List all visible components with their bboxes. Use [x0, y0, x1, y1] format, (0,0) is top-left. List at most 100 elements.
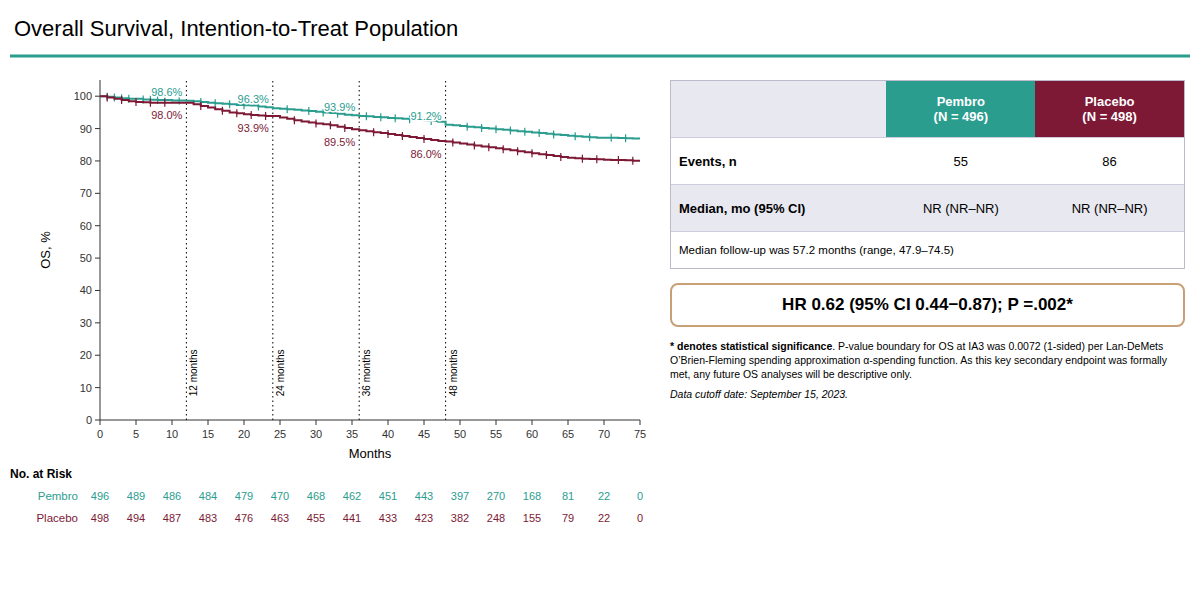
at-risk-count: 468	[307, 490, 325, 502]
survival-annotation: 91.2%	[410, 110, 441, 122]
title: Overall Survival, Intention-to-Treat Pop…	[14, 16, 458, 41]
x-tick-label: 60	[526, 428, 538, 440]
cutoff-note: Data cutoff date: September 15, 2023.	[670, 388, 1185, 400]
x-tick	[280, 420, 281, 425]
censor-mark	[625, 134, 626, 142]
censor-mark	[107, 93, 108, 101]
y-tick	[95, 193, 100, 194]
censor-mark	[395, 114, 396, 122]
at-risk-count: 443	[415, 490, 433, 502]
censor-mark	[596, 155, 597, 163]
x-tick	[532, 420, 533, 425]
column-header-text: (N = 496)	[934, 109, 989, 124]
at-risk-count: 487	[163, 512, 181, 524]
censor-mark	[546, 151, 547, 159]
y-axis	[100, 80, 101, 420]
censor-mark	[200, 102, 201, 110]
survival-curve	[100, 96, 640, 161]
row-label: Median, mo (95% CI)	[671, 185, 886, 231]
at-risk-count: 397	[451, 490, 469, 502]
x-tick-label: 40	[382, 428, 394, 440]
table-row: Median, mo (95% CI)NR (NR–NR)NR (NR–NR)	[671, 184, 1184, 231]
censor-mark	[632, 157, 633, 165]
at-risk-count: 168	[523, 490, 541, 502]
footnote-bold: * denotes statistical significance	[670, 340, 832, 352]
at-risk-count: 79	[562, 512, 574, 524]
y-tick-label: 100	[74, 90, 92, 102]
x-tick-label: 10	[166, 428, 178, 440]
table-note: Median follow-up was 57.2 months (range,…	[671, 232, 1184, 268]
censor-mark	[531, 149, 532, 157]
reference-label: 24 months	[275, 349, 286, 396]
survival-annotation: 93.9%	[324, 101, 355, 113]
y-tick-label: 80	[80, 155, 92, 167]
reference-label: 12 months	[188, 349, 199, 396]
x-tick-label: 30	[310, 428, 322, 440]
plot-area	[100, 80, 640, 420]
censor-mark	[366, 112, 367, 120]
censor-mark	[618, 156, 619, 164]
x-tick	[388, 420, 389, 425]
censor-mark	[344, 124, 345, 132]
at-risk-count: 155	[523, 512, 541, 524]
y-tick-label: 50	[80, 252, 92, 264]
reference-label: 48 months	[448, 349, 459, 396]
table-row: Events, n5586	[671, 137, 1184, 184]
x-tick	[604, 420, 605, 425]
y-tick-label: 20	[80, 349, 92, 361]
x-tick	[100, 420, 101, 425]
x-label: Months	[349, 446, 392, 461]
x-tick	[172, 420, 173, 425]
censor-mark	[560, 153, 561, 161]
x-tick-label: 5	[133, 428, 139, 440]
x-tick	[568, 420, 569, 425]
y-tick	[95, 387, 100, 388]
column-header-text: Pembro	[937, 94, 985, 109]
censor-mark	[330, 121, 331, 129]
censor-mark	[517, 147, 518, 155]
at-risk-count: 441	[343, 512, 361, 524]
title-rule	[10, 55, 1190, 58]
censor-mark	[467, 123, 468, 131]
y-tick	[95, 96, 100, 97]
table-value: NR (NR–NR)	[886, 185, 1035, 231]
censor-mark	[553, 130, 554, 138]
x-tick-label: 35	[346, 428, 358, 440]
footnote: * denotes statistical significance. P-va…	[670, 339, 1185, 382]
censor-mark	[380, 113, 381, 121]
censor-mark	[589, 133, 590, 141]
at-risk-count: 270	[487, 490, 505, 502]
censor-mark	[474, 141, 475, 149]
censor-mark	[488, 143, 489, 151]
at-risk-count: 476	[235, 512, 253, 524]
y-tick	[95, 128, 100, 129]
x-tick-label: 15	[202, 428, 214, 440]
at-risk-title: No. at Risk	[10, 467, 72, 481]
at-risk-count: 470	[271, 490, 289, 502]
y-tick-label: 70	[80, 187, 92, 199]
x-tick	[208, 420, 209, 425]
table-column-header: Placebo(N = 498)	[1035, 81, 1184, 137]
reference-line	[445, 80, 446, 420]
x-tick-label: 70	[598, 428, 610, 440]
at-risk-count: 433	[379, 512, 397, 524]
column-header-text: (N = 498)	[1082, 109, 1137, 124]
censor-mark	[308, 107, 309, 115]
at-risk-count: 494	[127, 512, 145, 524]
y-tick-label: 0	[86, 414, 92, 426]
x-tick	[136, 420, 137, 425]
censor-mark	[215, 99, 216, 107]
at-risk-count: 486	[163, 490, 181, 502]
censor-mark	[524, 128, 525, 136]
at-risk-count: 484	[199, 490, 217, 502]
censor-mark	[236, 109, 237, 117]
y-label: OS, %	[38, 231, 53, 269]
at-risk-count: 81	[562, 490, 574, 502]
at-risk-count: 498	[91, 512, 109, 524]
y-tick-label: 30	[80, 317, 92, 329]
censor-mark	[387, 130, 388, 138]
at-risk-count: 22	[598, 512, 610, 524]
x-tick-label: 0	[97, 428, 103, 440]
y-tick	[95, 420, 100, 421]
survival-annotation: 96.3%	[238, 93, 269, 105]
